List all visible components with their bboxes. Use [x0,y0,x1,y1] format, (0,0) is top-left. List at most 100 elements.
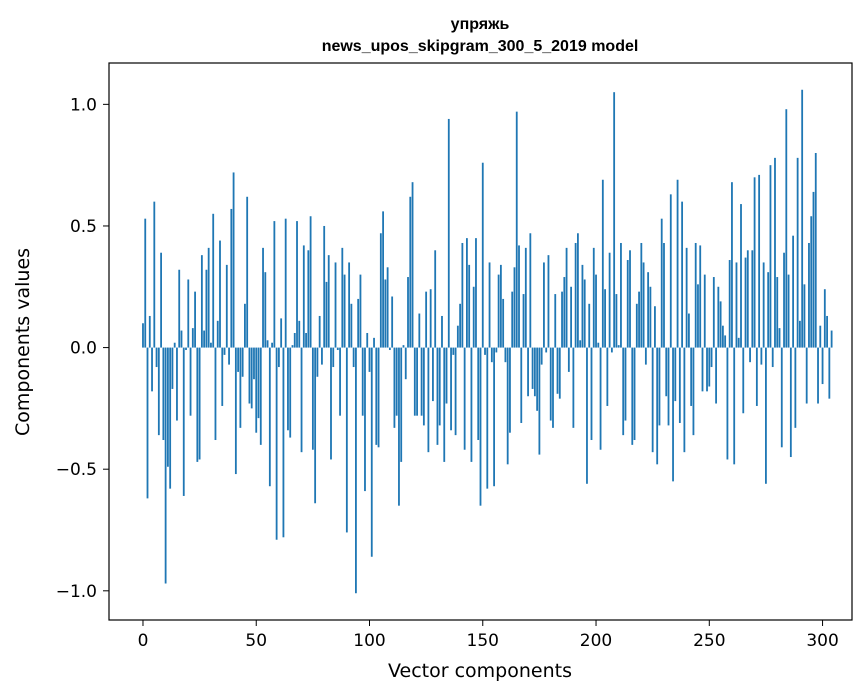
bar [364,347,366,492]
bar [151,347,153,392]
bar [155,347,158,368]
bar [737,337,740,348]
bar [590,347,593,441]
bar [796,157,799,348]
bar [638,291,640,348]
bar [153,201,156,348]
bar [273,221,276,348]
bar [470,347,473,462]
bar [733,347,736,465]
bar [701,347,704,392]
bar [742,347,745,414]
bar [271,342,273,348]
bar [654,306,656,348]
bar [819,325,822,348]
bar [339,347,341,416]
bar [529,233,532,348]
bar [441,315,443,348]
y-tick-label: −1.0 [56,582,97,602]
bar [635,303,638,348]
bar [257,347,260,419]
bar [642,262,645,348]
bar [787,274,790,348]
bar [490,347,493,363]
bar [640,242,643,348]
bar [667,347,670,426]
bar [620,242,622,348]
bar [558,347,561,399]
bar [694,242,697,348]
bar [685,247,688,348]
bar [556,347,559,394]
bar [268,347,271,487]
bar [207,247,210,348]
bar [527,347,529,397]
bar [259,347,262,445]
bar [321,347,323,365]
bar [237,347,240,372]
bar [466,238,468,348]
bar [409,196,412,348]
bar [280,318,283,348]
bar [241,347,244,377]
bar [536,347,539,411]
bar [746,250,749,348]
bar [522,294,525,348]
bar [411,182,414,348]
bar [420,347,423,416]
bar [284,218,287,348]
bar [472,286,475,348]
bar [656,347,659,465]
bar [250,347,253,409]
bar [771,347,774,368]
bar [601,179,604,348]
bar [588,303,591,348]
bar [792,235,795,348]
bar [511,291,514,348]
bar [157,347,160,436]
bar [176,347,178,421]
bar [142,323,144,348]
bar [567,347,570,372]
bar [776,277,779,348]
bar [706,347,708,392]
bar [622,347,625,436]
bar [393,347,396,428]
bar [173,342,176,348]
bar [452,347,455,355]
bar [631,347,634,445]
bar [606,347,609,406]
bar [443,347,446,462]
bar [663,242,665,348]
bar [282,347,285,538]
bar [187,279,190,348]
bar [760,347,763,365]
bar [681,201,684,348]
bar [171,347,174,389]
bar [375,347,378,445]
bar [808,242,810,348]
bar [758,174,761,348]
bar [343,274,346,348]
bar [234,347,237,475]
bar [162,347,165,441]
bar [309,216,312,348]
bar [565,247,568,348]
bar [221,347,224,406]
bar [205,269,208,348]
bar [191,328,194,348]
bar [275,347,278,540]
bar [744,257,747,348]
bar [581,264,584,348]
bar [481,162,484,348]
bar [318,315,321,348]
bar [518,245,520,348]
bar [456,325,459,348]
bar [459,303,462,348]
bar [219,240,221,348]
bar [688,313,690,348]
bar [266,340,269,348]
bar [461,242,464,348]
bar [223,347,226,355]
bar [246,196,249,348]
